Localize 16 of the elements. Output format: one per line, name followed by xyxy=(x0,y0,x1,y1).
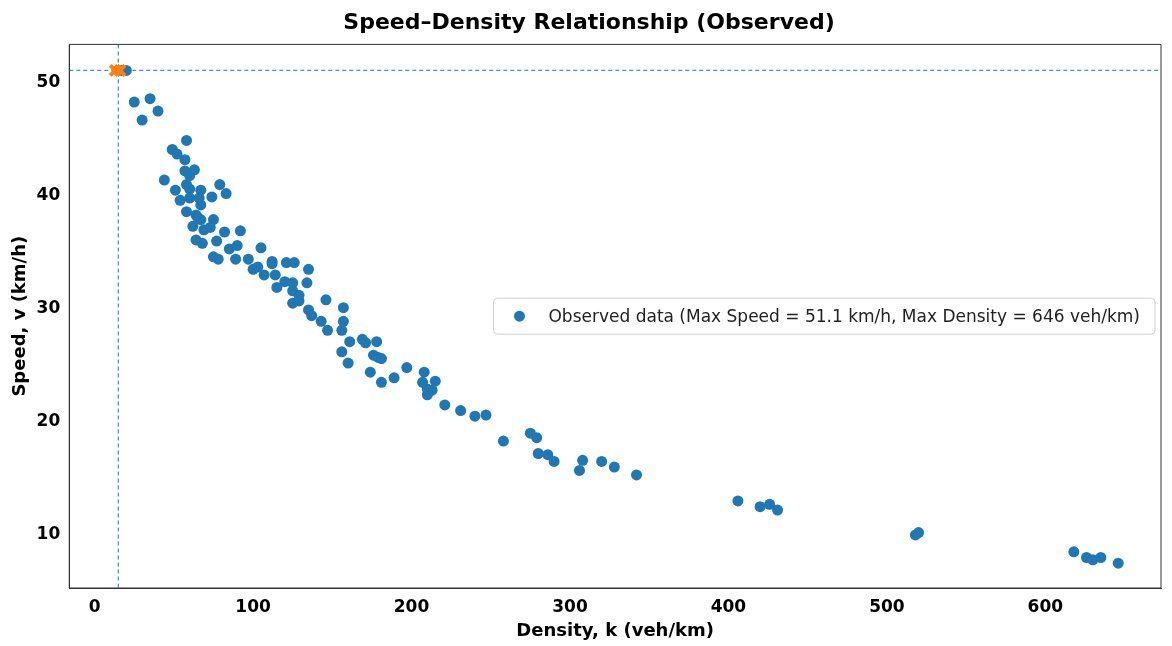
y-tick-label: 20 xyxy=(36,410,61,431)
x-tick-label: 100 xyxy=(235,595,271,616)
x-tick-label: 600 xyxy=(1027,595,1064,616)
y-tick-label: 10 xyxy=(36,523,61,544)
chart-title: Speed–Density Relationship (Observed) xyxy=(343,8,835,34)
y-tick-label: 30 xyxy=(36,297,61,318)
y-tick-label: 50 xyxy=(36,71,61,92)
y-tick-label: 40 xyxy=(36,184,61,205)
x-axis-title: Density, k (veh/km) xyxy=(516,618,714,640)
x-tick-label: 400 xyxy=(710,595,747,616)
y-axis-title: Speed, v (km/h) xyxy=(8,235,30,397)
x-tick-label: 500 xyxy=(869,595,905,616)
x-tick-label: 0 xyxy=(88,595,101,616)
x-tick-label: 300 xyxy=(552,595,588,616)
legend-label: Observed data (Max Speed = 51.1 km/h, Max Density = 646 veh/km) xyxy=(548,305,1141,326)
x-tick-label: 200 xyxy=(393,595,430,616)
